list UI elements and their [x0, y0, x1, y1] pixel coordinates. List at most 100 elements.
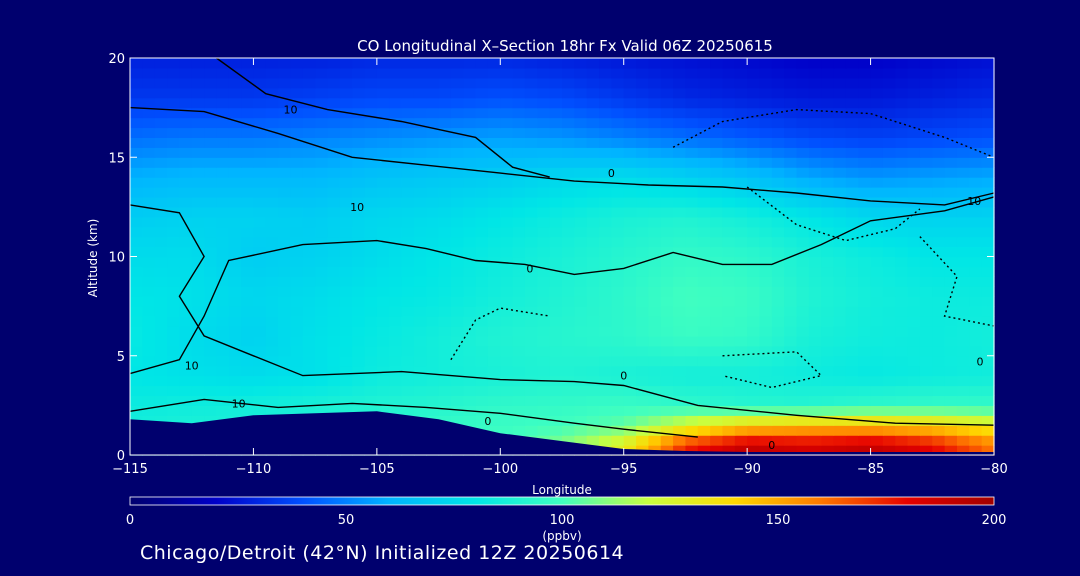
- contour-label: 10: [185, 360, 199, 373]
- heatmap-cell: [512, 316, 526, 327]
- heatmap-cell: [636, 147, 649, 158]
- heatmap-cell: [932, 316, 946, 327]
- heatmap-cell: [648, 266, 662, 277]
- heatmap-cell: [450, 256, 464, 268]
- heatmap-cell: [216, 256, 230, 268]
- heatmap-cell: [228, 306, 242, 317]
- heatmap-cell: [487, 266, 501, 277]
- heatmap-cell: [142, 147, 156, 158]
- heatmap-cell: [784, 435, 798, 446]
- heatmap-cell: [253, 335, 267, 347]
- heatmap-cell: [475, 325, 489, 337]
- heatmap-cell: [302, 276, 316, 287]
- heatmap-cell: [154, 355, 168, 367]
- heatmap-cell: [450, 405, 464, 416]
- heatmap-cell: [475, 107, 489, 119]
- heatmap-cell: [784, 335, 798, 347]
- heatmap-cell: [364, 335, 378, 347]
- heatmap-cell: [771, 167, 785, 178]
- heatmap-cell: [710, 325, 724, 337]
- heatmap-cell: [167, 97, 180, 109]
- heatmap-cell: [882, 206, 896, 218]
- heatmap-cell: [500, 236, 514, 248]
- heatmap-cell: [487, 196, 501, 208]
- heatmap-cell: [673, 325, 687, 337]
- heatmap-cell: [179, 296, 193, 307]
- heatmap-cell: [562, 296, 575, 307]
- heatmap-cell: [636, 375, 649, 387]
- heatmap-cell: [302, 67, 316, 79]
- heatmap-cell: [969, 445, 983, 456]
- heatmap-cell: [759, 58, 773, 69]
- heatmap-cell: [463, 345, 477, 357]
- heatmap-cell: [623, 276, 637, 287]
- heatmap-cell: [413, 87, 427, 99]
- heatmap-cell: [315, 355, 329, 367]
- heatmap-cell: [339, 226, 353, 238]
- heatmap-cell: [623, 147, 637, 158]
- heatmap-cell: [327, 67, 341, 79]
- heatmap-cell: [450, 335, 464, 347]
- heatmap-cell: [426, 316, 440, 327]
- heatmap-cell: [228, 345, 242, 357]
- heatmap-cell: [167, 226, 180, 238]
- heatmap-cell: [537, 117, 551, 129]
- heatmap-cell: [562, 87, 575, 99]
- heatmap-cell: [315, 375, 329, 387]
- heatmap-cell: [734, 316, 748, 327]
- heatmap-cell: [315, 395, 329, 406]
- heatmap-cell: [833, 147, 847, 158]
- heatmap-cell: [241, 167, 255, 178]
- heatmap-cell: [697, 107, 711, 119]
- heatmap-cell: [833, 385, 847, 397]
- heatmap-cell: [228, 127, 242, 138]
- heatmap-cell: [537, 246, 551, 258]
- heatmap-cell: [697, 196, 711, 208]
- heatmap-cell: [710, 206, 724, 218]
- heatmap-cell: [352, 167, 366, 178]
- heatmap-cell: [932, 296, 946, 307]
- heatmap-cell: [882, 216, 896, 228]
- heatmap-cell: [265, 276, 279, 287]
- heatmap-cell: [562, 67, 575, 79]
- heatmap-cell: [438, 405, 452, 416]
- heatmap-cell: [697, 445, 711, 456]
- heatmap-cell: [969, 236, 983, 248]
- heatmap-cell: [981, 306, 995, 317]
- heatmap-cell: [450, 117, 464, 129]
- heatmap-cell: [697, 127, 711, 138]
- heatmap-cell: [944, 405, 958, 416]
- heatmap-cell: [845, 316, 859, 327]
- heatmap-cell: [278, 177, 292, 188]
- heatmap-cell: [734, 306, 748, 317]
- heatmap-cell: [710, 316, 724, 327]
- heatmap-cell: [759, 167, 773, 178]
- heatmap-cell: [241, 375, 255, 387]
- heatmap-cell: [845, 415, 859, 426]
- heatmap-cell: [438, 226, 452, 238]
- heatmap-cell: [537, 286, 551, 297]
- heatmap-cell: [932, 226, 946, 238]
- heatmap-cell: [401, 226, 415, 238]
- heatmap-cell: [339, 157, 353, 168]
- heatmap-cell: [845, 365, 859, 377]
- heatmap-cell: [500, 216, 514, 228]
- heatmap-cell: [771, 206, 785, 218]
- heatmap-cell: [660, 405, 674, 416]
- heatmap-cell: [747, 276, 761, 287]
- heatmap-cell: [438, 246, 452, 258]
- heatmap-cell: [253, 226, 267, 238]
- heatmap-cell: [981, 58, 995, 69]
- heatmap-cell: [290, 335, 304, 347]
- heatmap-cell: [524, 246, 538, 258]
- heatmap-cell: [784, 296, 798, 307]
- heatmap-cell: [265, 335, 279, 347]
- heatmap-cell: [734, 87, 748, 99]
- heatmap-cell: [167, 216, 180, 228]
- heatmap-cell: [710, 157, 724, 168]
- heatmap-cell: [574, 355, 588, 367]
- heatmap-cell: [882, 187, 896, 198]
- heatmap-cell: [413, 117, 427, 129]
- heatmap-cell: [167, 345, 180, 357]
- heatmap-cell: [339, 395, 353, 406]
